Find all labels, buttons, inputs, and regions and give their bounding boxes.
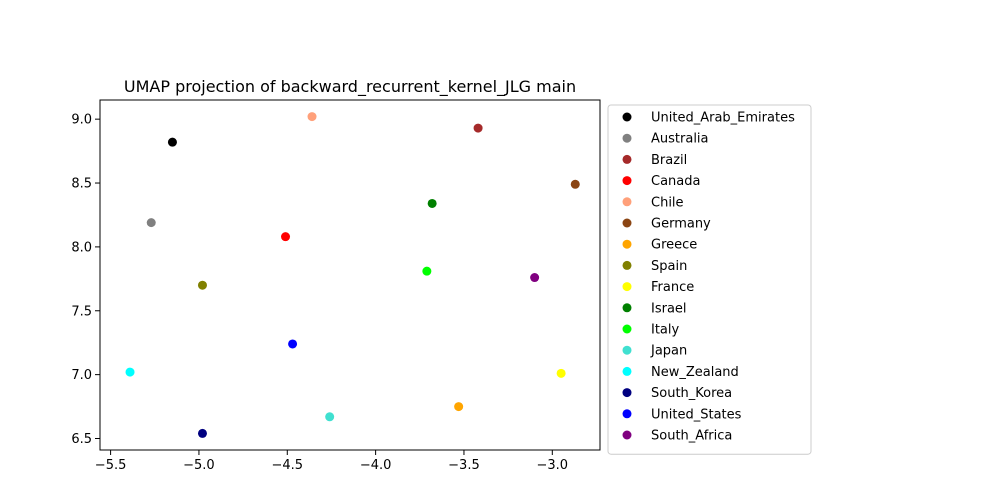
legend-label: Italy: [651, 323, 680, 338]
point-south-africa: [530, 273, 540, 283]
point-france: [556, 368, 566, 378]
legend-marker: [622, 303, 632, 313]
legend-marker: [622, 282, 632, 292]
legend-marker: [622, 409, 632, 419]
y-tick-label: 8.5: [71, 177, 92, 192]
legend-label: South_Africa: [651, 429, 732, 444]
x-tick-label: −5.5: [95, 458, 127, 473]
legend-label: United_States: [651, 407, 742, 422]
legend-label: South_Korea: [651, 386, 732, 401]
x-tick-label: −5.0: [183, 458, 215, 473]
legend-marker: [622, 176, 632, 186]
legend-label: New_Zealand: [651, 365, 739, 380]
plot-frame: [99, 99, 601, 451]
legend-label: France: [651, 280, 694, 295]
point-new-zealand: [125, 367, 135, 377]
legend-label: Israel: [651, 301, 687, 316]
legend-label: Canada: [651, 174, 700, 189]
y-tick-label: 9.0: [71, 113, 92, 128]
x-tick-label: −3.0: [537, 458, 569, 473]
legend-label: Spain: [651, 259, 687, 274]
legend-marker: [622, 133, 632, 143]
point-canada: [281, 232, 291, 242]
axes: −5.5 −5.0 −4.5 −4.0 −3.5 −3.0 6.5 7.0 7.5 8.0 8.5 9…: [71, 99, 601, 473]
point-italy: [422, 266, 432, 276]
legend-marker: [622, 324, 632, 334]
legend-label: United_Arab_Emirates: [651, 111, 795, 126]
point-greece: [454, 402, 464, 412]
legend: United_Arab_Emirates Australia Brazil Canad…: [607, 104, 812, 455]
data-points: [125, 112, 580, 438]
legend-label: Chile: [651, 195, 684, 210]
point-south-korea: [197, 428, 207, 438]
legend-marker: [622, 197, 632, 207]
y-tick-label: 7.0: [71, 368, 92, 383]
legend-marker: [622, 218, 632, 228]
x-tick-label: −4.5: [271, 458, 303, 473]
chart-title: UMAP projection of backward_recurrent_ke…: [124, 77, 576, 97]
point-united-states: [288, 339, 298, 349]
legend-marker: [622, 154, 632, 164]
legend-marker: [622, 239, 632, 249]
legend-marker: [622, 366, 632, 376]
x-tick-label: −3.5: [448, 458, 480, 473]
point-japan: [325, 412, 335, 422]
y-tick-label: 8.0: [71, 240, 92, 255]
point-australia: [146, 218, 156, 228]
y-tick-label: 6.5: [71, 432, 92, 447]
point-israel: [427, 198, 437, 208]
point-brazil: [473, 123, 483, 133]
legend-label: Germany: [651, 217, 711, 232]
y-tick-label: 7.5: [71, 304, 92, 319]
legend-marker: [622, 430, 632, 440]
point-united-arab-emirates: [167, 137, 177, 147]
legend-marker: [622, 345, 632, 355]
point-chile: [307, 112, 317, 122]
legend-label: Brazil: [651, 153, 687, 168]
legend-marker: [622, 388, 632, 398]
point-spain: [197, 280, 207, 290]
legend-box: [607, 104, 812, 455]
x-tick-label: −4.0: [360, 458, 392, 473]
point-germany: [570, 179, 580, 189]
legend-label: Greece: [651, 238, 697, 253]
legend-label: Australia: [651, 132, 709, 147]
legend-label: Japan: [650, 344, 687, 359]
legend-marker: [622, 112, 632, 122]
legend-marker: [622, 260, 632, 270]
